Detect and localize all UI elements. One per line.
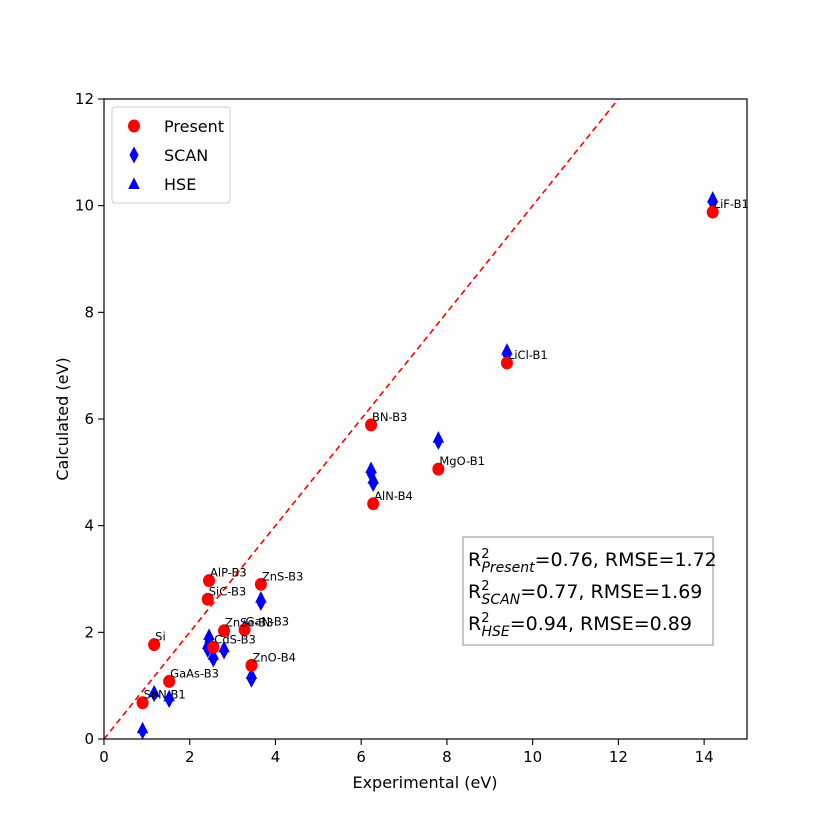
scan-point bbox=[137, 722, 148, 740]
stats-box: R2 Present=0.76, RMSE=1.72 R2 SCAN=0.77, RM… bbox=[462, 536, 717, 646]
point-label: LiCl-B1 bbox=[508, 348, 548, 362]
x-tick-label: 10 bbox=[523, 748, 542, 766]
present-point bbox=[432, 462, 445, 476]
stat-line: R2 Present=0.76, RMSE=1.72 bbox=[468, 547, 717, 576]
scan-point bbox=[368, 475, 378, 493]
point-label: GaN-B3 bbox=[246, 615, 290, 629]
present-point bbox=[163, 674, 176, 688]
y-axis: 0 2 4 6 8 10 12 bbox=[75, 90, 104, 748]
x-tick-label: 14 bbox=[695, 748, 714, 766]
point-label: GaAs-B3 bbox=[170, 666, 219, 680]
legend-label-scan: SCAN bbox=[164, 146, 208, 165]
x-tick-label: 4 bbox=[271, 748, 281, 766]
point-label: LiF-B1 bbox=[714, 197, 749, 211]
x-tick-label: 8 bbox=[442, 748, 452, 766]
present-point bbox=[203, 574, 216, 588]
y-tick-label: 4 bbox=[84, 517, 94, 535]
markers-layer bbox=[136, 191, 719, 740]
point-label: ZnS-B3 bbox=[262, 569, 303, 583]
scan-point bbox=[149, 685, 159, 703]
legend: Present SCAN HSE bbox=[111, 106, 231, 204]
point-label: ZnO-B4 bbox=[252, 650, 295, 664]
present-point bbox=[245, 658, 258, 672]
point-label: AlN-B4 bbox=[374, 489, 413, 503]
reference-line-y-equals-x bbox=[104, 99, 620, 739]
present-point bbox=[238, 623, 251, 637]
present-point bbox=[365, 418, 378, 432]
x-tick-label: 2 bbox=[185, 748, 195, 766]
point-label: MgO-B1 bbox=[439, 454, 485, 468]
y-tick-label: 0 bbox=[84, 730, 94, 748]
present-point bbox=[367, 497, 380, 511]
legend-marker-hse bbox=[128, 177, 140, 189]
present-point bbox=[706, 205, 719, 219]
scan-point bbox=[219, 642, 229, 660]
scan-point bbox=[433, 432, 443, 450]
x-tick-label: 0 bbox=[99, 748, 109, 766]
y-tick-label: 10 bbox=[75, 197, 94, 215]
point-label: AlP-B3 bbox=[210, 566, 247, 580]
x-axis-title: Experimental (eV) bbox=[352, 773, 497, 792]
point-label: BN-B3 bbox=[372, 410, 407, 424]
point-label: SiC-B3 bbox=[209, 584, 246, 598]
present-point bbox=[201, 592, 214, 606]
legend-label-hse: HSE bbox=[164, 175, 196, 194]
stats-frame bbox=[462, 536, 714, 646]
point-label: ZnSe-B3 bbox=[225, 616, 274, 630]
y-axis-title: Calculated (eV) bbox=[53, 357, 72, 480]
scan-point bbox=[256, 593, 266, 611]
legend-marker-present bbox=[128, 119, 140, 133]
point-label: SnN-B1 bbox=[144, 688, 186, 702]
point-label: Si bbox=[155, 630, 166, 644]
scan-point bbox=[246, 670, 257, 688]
scan-point bbox=[208, 650, 218, 668]
x-tick-label: 12 bbox=[609, 748, 628, 766]
point-labels-layer: SnN-B1 Si GaAs-B3 SiC-B3 AlP-B3 CdS-B3 ZnSe-B3… bbox=[144, 197, 749, 702]
x-axis: 0 2 4 6 8 10 12 14 bbox=[99, 739, 714, 766]
present-point bbox=[218, 624, 231, 638]
x-tick-label: 6 bbox=[356, 748, 366, 766]
legend-frame bbox=[111, 106, 231, 204]
present-point bbox=[207, 640, 220, 654]
present-point bbox=[136, 696, 149, 710]
present-point bbox=[500, 356, 513, 370]
y-tick-label: 2 bbox=[84, 623, 94, 641]
legend-label-present: Present bbox=[164, 117, 224, 136]
present-point bbox=[148, 638, 161, 652]
present-point bbox=[254, 577, 267, 591]
stat-line: R2 SCAN=0.77, RMSE=1.69 bbox=[468, 579, 702, 608]
stat-line: R2 HSE=0.94, RMSE=0.89 bbox=[468, 611, 692, 640]
point-label: CdS-B3 bbox=[214, 632, 256, 646]
legend-marker-scan bbox=[129, 146, 139, 164]
y-tick-label: 12 bbox=[75, 90, 94, 108]
scan-point bbox=[164, 691, 174, 709]
y-tick-label: 8 bbox=[84, 303, 94, 321]
y-tick-label: 6 bbox=[84, 410, 94, 428]
